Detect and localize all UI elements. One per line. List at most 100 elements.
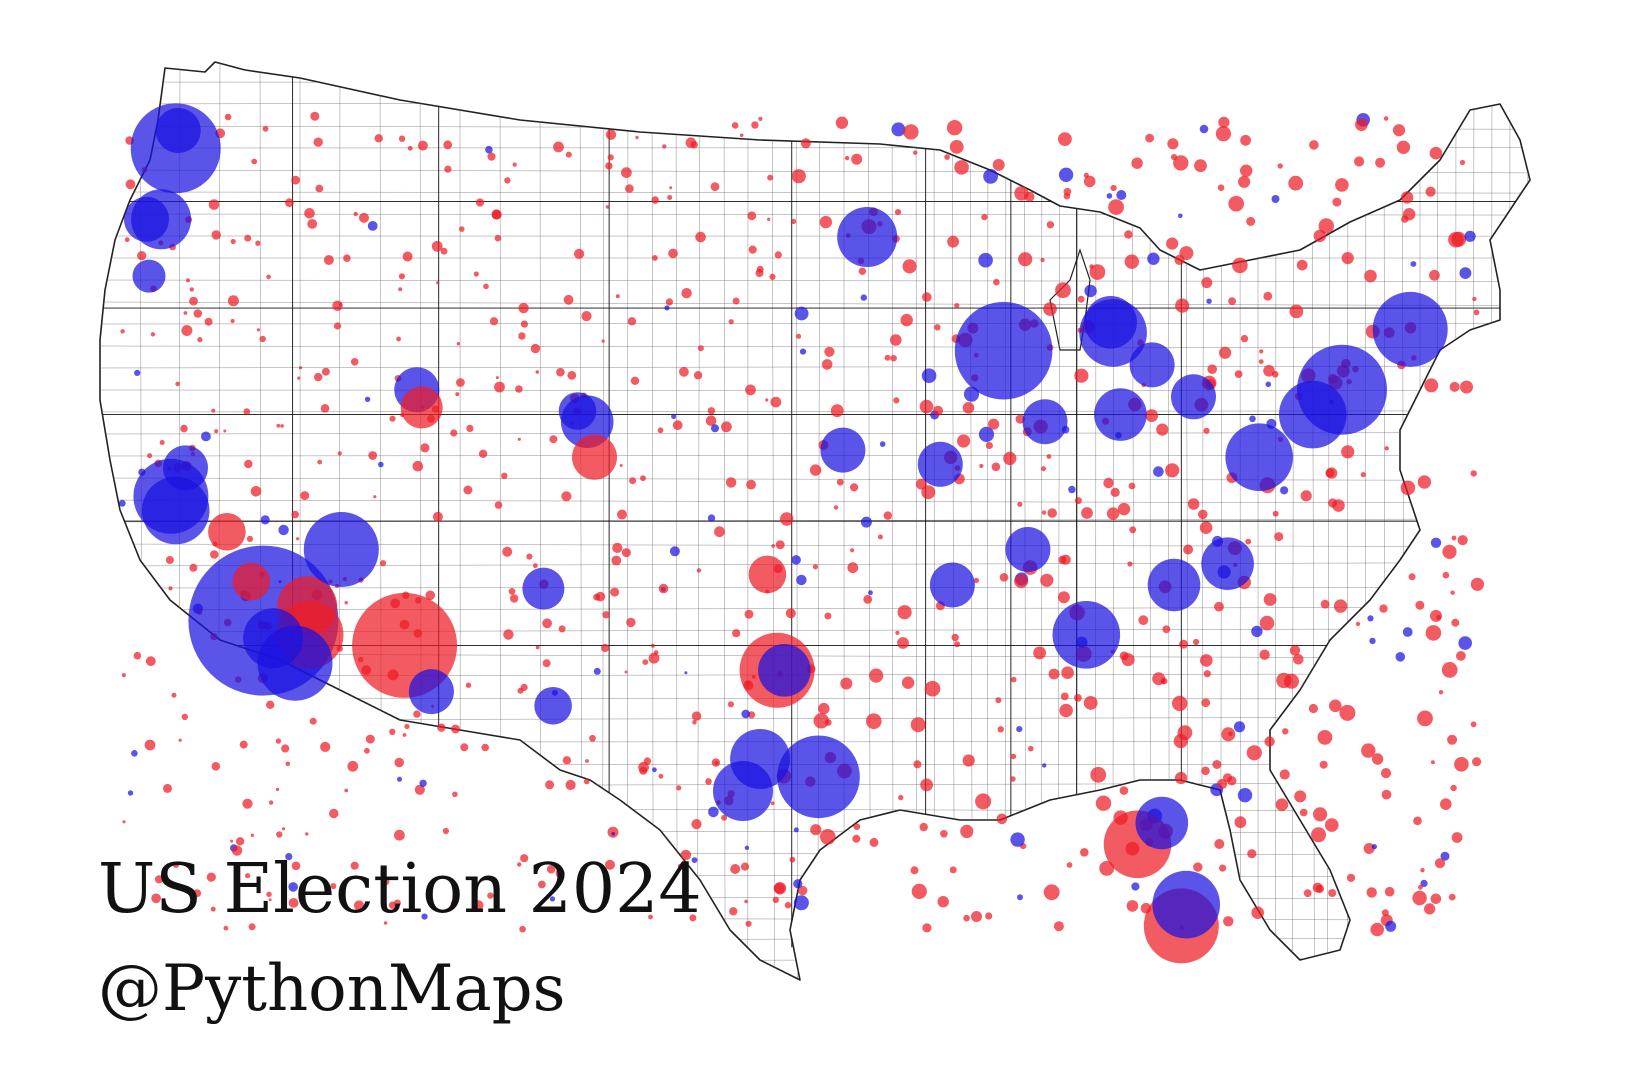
county-bubble [487,892,494,899]
county-bubble [894,209,902,216]
county-bubble [947,235,959,248]
county-bubble [1014,574,1029,589]
county-bubble [278,524,289,536]
county-bubble [710,182,720,192]
county-bubble [227,295,239,307]
county-bubble [1258,359,1264,364]
county-bubble [374,134,383,143]
county-bubble-cook-il [954,301,1053,400]
county-bubble [1451,535,1457,541]
county-bubble [915,478,927,490]
county-bubble [122,820,126,824]
county-bubble [883,511,892,520]
county-bubble [1156,423,1169,436]
county-bubble [239,740,248,749]
county-bubble [793,879,803,889]
county-bubble [1216,778,1228,790]
county-bubble [394,757,405,768]
county-bubble [1121,653,1135,667]
county-bubble [414,784,425,795]
county-bubble [189,296,198,306]
county-bubble [1047,508,1057,518]
county-bubble [1240,164,1253,177]
county-bubble [1015,414,1025,424]
county-bubble [1198,509,1208,520]
county-bubble [1276,672,1292,689]
county-bubble [549,896,556,902]
county-bubble [692,720,697,725]
county-bubble [317,459,323,465]
county-bubble [954,160,969,175]
county-bubble [664,305,670,311]
county-bubble [611,831,615,836]
county-bubble [276,831,283,838]
county-bubble [1412,890,1427,906]
county-bubble [1313,229,1327,243]
county-line [100,673,1530,677]
county-bubble [520,320,529,328]
county-bubble [667,195,673,200]
county-bubble [397,776,402,782]
county-bubble [879,441,886,447]
county-bubble [1183,544,1194,555]
county-bubble [450,429,458,437]
county-bubble [913,150,918,155]
county-bubble [954,641,961,648]
county-bubble [744,609,754,619]
county-bubble [532,563,538,569]
county-line [100,587,1530,589]
county-bubble [1410,261,1417,267]
county-bubble [1066,862,1073,868]
county-bubble [206,872,216,882]
county-bubble-oakland-mi [1084,296,1137,349]
county-bubble-snohomish-wa [155,108,201,153]
county-bubble [1464,230,1476,242]
county-bubble [144,739,156,751]
county-bubble [491,209,502,220]
county-bubble [630,376,640,385]
county-bubble [890,355,897,362]
county-bubble [1187,498,1200,510]
county-bubble [833,505,839,510]
county-bubble [1424,903,1436,915]
county-bubble [364,396,371,402]
county-bubble [420,443,430,453]
county-bubble [1450,590,1455,595]
county-bubble [755,269,764,278]
county-bubble [1251,906,1264,919]
county-bubble [1003,451,1017,465]
county-bubble [1129,526,1137,534]
county-bubble [473,271,479,277]
county-bubble [993,278,1000,286]
county-bubble [320,404,330,413]
county-bubble [684,671,688,675]
county-bubble [697,345,704,352]
county-bubble [256,328,260,332]
county-bubble [651,196,659,204]
county-bubble [456,342,461,346]
county-bubble [1328,889,1337,897]
county-bubble [1081,507,1093,519]
county-bubble [450,900,458,908]
county-bubble [134,369,141,376]
county-bubble [911,883,927,900]
county-bubble [1147,252,1160,265]
county-bubble [320,741,331,753]
county-bubble [627,317,637,326]
county-bubble [1429,269,1440,281]
county-bubble [705,778,712,785]
county-bubble [1217,184,1225,191]
county-bubble [440,247,448,255]
county-bubble [707,407,716,415]
county-bubble [1263,593,1277,606]
county-bubble [246,535,254,543]
county-bubble [1068,485,1076,494]
county-bubble [747,211,757,221]
county-bubble [671,413,677,419]
county-bubble [282,827,286,831]
county-bubble [1201,766,1210,776]
county-bubble [244,459,253,469]
county-bubble [1240,334,1249,343]
county-bubble [1380,768,1392,779]
county-bubble [957,434,971,448]
